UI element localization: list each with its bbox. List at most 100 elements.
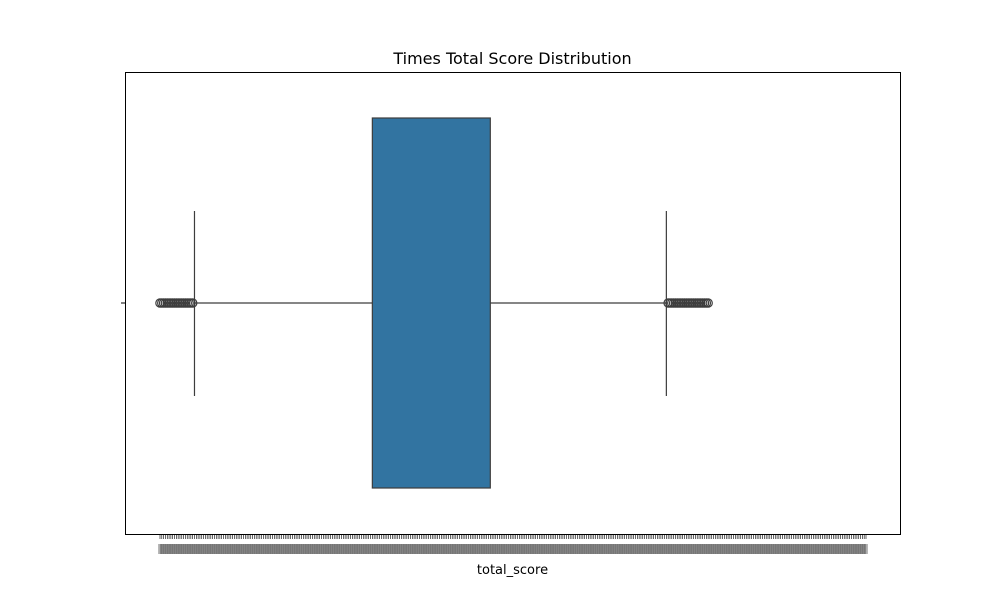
x-tick-label [422, 544, 427, 554]
x-tick-label [764, 544, 769, 554]
x-tick-label [499, 544, 504, 554]
x-tick-label [845, 544, 850, 554]
x-tick-label [183, 544, 188, 554]
x-axis-label: total_score [477, 563, 548, 578]
x-tick-label [172, 544, 177, 554]
x-tick-label [597, 544, 602, 554]
x-tick-label [497, 544, 502, 554]
x-tick-label [432, 544, 437, 554]
x-tick-label [738, 544, 743, 554]
x-tick-label [248, 544, 253, 554]
x-tick-label [437, 544, 442, 554]
x-tick-label [751, 544, 756, 554]
x-tick-label [575, 544, 580, 554]
x-tick-label [263, 544, 268, 554]
x-tick-label [323, 544, 328, 554]
x-tick-label [486, 544, 491, 554]
x-tick-label [814, 544, 819, 554]
x-tick-label [522, 544, 527, 554]
x-tick-label [501, 544, 506, 554]
x-tick-label [629, 544, 634, 554]
x-tick-label [199, 544, 204, 554]
x-tick-label [361, 544, 366, 554]
outlier-point [703, 298, 713, 308]
x-tick-label [593, 544, 598, 554]
x-tick-label [682, 544, 687, 554]
x-tick-label [697, 544, 702, 554]
x-tick-label [161, 544, 166, 554]
x-tick-label [680, 544, 685, 554]
x-tick-label [404, 544, 409, 554]
x-tick-label [453, 544, 458, 554]
x-tick-label [722, 544, 727, 554]
x-tick-label [177, 544, 182, 554]
x-tick-label [642, 544, 647, 554]
x-tick-label [673, 544, 678, 554]
x-tick-label [495, 544, 500, 554]
x-tick-label [515, 544, 520, 554]
x-tick-label [243, 544, 248, 554]
x-tick-label [713, 544, 718, 554]
x-tick-label [551, 544, 556, 554]
x-tick-label [479, 544, 484, 554]
box-group [155, 117, 713, 489]
x-tick-label [328, 544, 333, 554]
x-tick-label [439, 544, 444, 554]
x-tick-label [246, 544, 251, 554]
x-tick-label [727, 544, 732, 554]
x-tick-label [272, 544, 277, 554]
x-tick-label [417, 544, 422, 554]
x-tick-label [569, 544, 574, 554]
x-tick-label [591, 544, 596, 554]
x-tick-label [851, 544, 856, 554]
x-tick-label [401, 544, 406, 554]
x-tick-label [724, 544, 729, 554]
x-tick-label [455, 544, 460, 554]
x-tick-label [257, 544, 262, 554]
x-tick-label [268, 544, 273, 554]
x-tick-label [392, 544, 397, 554]
x-tick-label [689, 544, 694, 554]
x-tick-label [393, 544, 398, 554]
x-tick-label [702, 544, 707, 554]
x-tick-label [321, 544, 326, 554]
x-tick-label [671, 544, 676, 554]
x-tick-label [795, 544, 800, 554]
x-tick-label [283, 544, 288, 554]
x-tick-label [317, 544, 322, 554]
x-tick-label [484, 544, 489, 554]
x-tick-label [533, 544, 538, 554]
x-tick-label [306, 544, 311, 554]
x-tick-label [281, 544, 286, 554]
x-tick-label [237, 544, 242, 554]
x-tick-label [805, 544, 810, 554]
x-tick-label [225, 544, 230, 554]
x-tick-label [324, 544, 329, 554]
x-tick-label [700, 544, 705, 554]
x-tick-label [352, 544, 357, 554]
x-tick-label [715, 544, 720, 554]
x-tick-label [444, 544, 449, 554]
x-tick-label [259, 544, 264, 554]
x-tick-label [232, 544, 237, 554]
x-tick-label [386, 544, 391, 554]
x-tick-label [421, 544, 426, 554]
x-tick-label [804, 544, 809, 554]
x-tick-label [219, 544, 224, 554]
x-tick-label [550, 544, 555, 554]
x-tick-label [824, 544, 829, 554]
x-tick-label [640, 544, 645, 554]
x-tick-label [217, 544, 222, 554]
x-tick-label [435, 544, 440, 554]
x-tick-label [667, 544, 672, 554]
x-tick-label [731, 544, 736, 554]
x-tick-label [357, 544, 362, 554]
x-tick-label [820, 544, 825, 554]
x-tick-label [513, 544, 518, 554]
x-tick-label [693, 544, 698, 554]
x-tick-label [687, 544, 692, 554]
x-tick-label [767, 544, 772, 554]
x-tick-label [462, 544, 467, 554]
x-tick-label [546, 544, 551, 554]
